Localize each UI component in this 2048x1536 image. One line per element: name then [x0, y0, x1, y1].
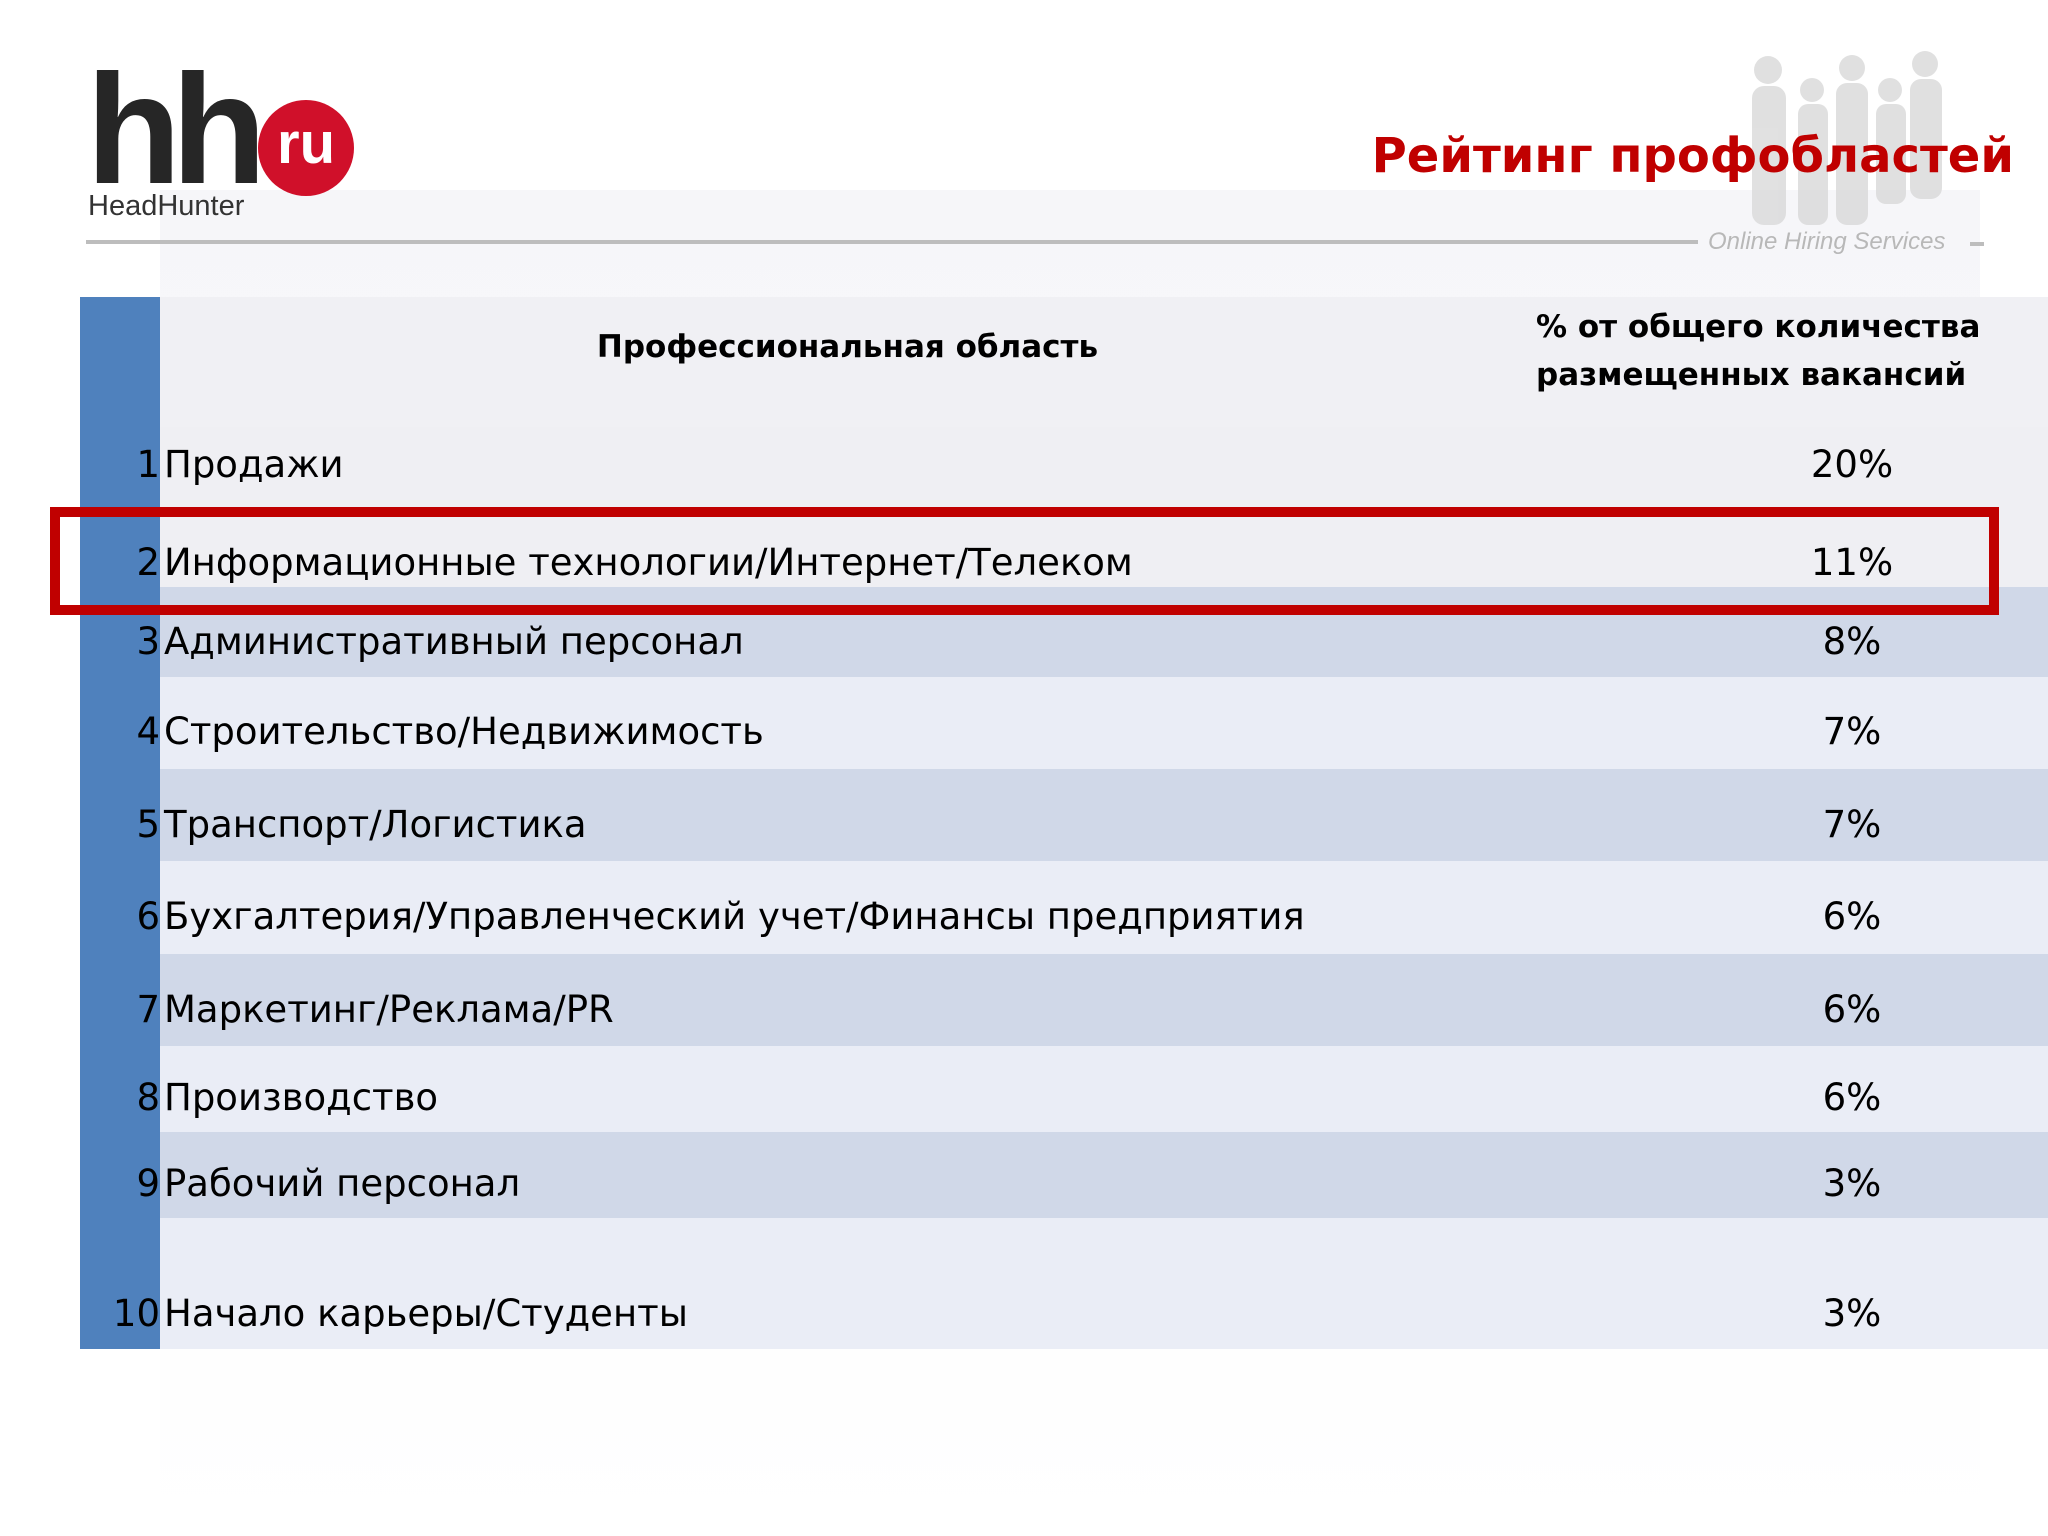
- row-rank: 2: [136, 541, 160, 584]
- table-row: 1 Продажи 20%: [136, 427, 2048, 507]
- row-pct: 7%: [1822, 803, 1882, 846]
- row-area: Бухгалтерия/Управленческий учет/Финансы …: [164, 895, 1305, 938]
- row-area: Начало карьеры/Студенты: [164, 1292, 688, 1335]
- row-pct: 7%: [1822, 710, 1882, 753]
- header-pct-line1: % от общего количества: [1536, 309, 1981, 345]
- row-rank: 9: [136, 1162, 160, 1205]
- row-area: Строительство/Недвижимость: [164, 710, 764, 753]
- highlight-box: [50, 507, 1999, 615]
- table-header-row: Профессиональная область % от общего кол…: [160, 297, 2048, 427]
- row-rank: 4: [136, 710, 160, 753]
- row-area: Административный персонал: [164, 620, 744, 663]
- header-divider: [86, 240, 1698, 244]
- row-pct: 11%: [1810, 541, 1894, 584]
- row-rank: 8: [136, 1076, 160, 1119]
- row-rank: 7: [136, 988, 160, 1031]
- logo-brand: HeadHunter: [88, 190, 245, 222]
- table-row: 7 Маркетинг/Реклама/PR 6%: [136, 954, 2048, 1046]
- row-rank: 6: [136, 895, 160, 938]
- logo-badge: ru: [258, 100, 354, 196]
- row-area: Маркетинг/Реклама/PR: [164, 988, 614, 1031]
- row-area: Рабочий персонал: [164, 1162, 521, 1205]
- header-pct: % от общего количества размещенных вакан…: [1536, 303, 1980, 399]
- row-area: Транспорт/Логистика: [164, 803, 587, 846]
- table-row: 9 Рабочий персонал 3%: [136, 1132, 2048, 1218]
- tagline: Online Hiring Services: [1708, 228, 1946, 255]
- table-row: 5 Транспорт/Логистика 7%: [136, 769, 2048, 861]
- people-silhouette-icon: [1752, 51, 1942, 225]
- row-pct: 20%: [1810, 443, 1894, 486]
- row-area: Производство: [164, 1076, 439, 1119]
- header-area: Профессиональная область: [596, 329, 1099, 365]
- row-area: Продажи: [164, 443, 344, 486]
- slide-title: Рейтинг профобластей: [1371, 128, 2014, 184]
- row-rank: 3: [136, 620, 160, 663]
- table-row: 3 Административный персонал 8%: [136, 587, 2048, 677]
- row-rank: 1: [136, 443, 160, 486]
- rank-column-bar: [80, 297, 160, 1349]
- table-row: 8 Производство 6%: [136, 1046, 2048, 1132]
- row-rank: 5: [136, 803, 160, 846]
- row-pct: 6%: [1822, 988, 1882, 1031]
- row-pct: 6%: [1822, 895, 1882, 938]
- tagline-dash: [1970, 242, 1984, 246]
- row-rank: 10: [112, 1292, 160, 1335]
- row-pct: 3%: [1822, 1162, 1882, 1205]
- table-row: 4 Строительство/Недвижимость 7%: [136, 677, 2048, 769]
- row-pct: 3%: [1822, 1292, 1882, 1335]
- ranking-table: Профессиональная область % от общего кол…: [80, 297, 2048, 1349]
- table-row: 10 Начало карьеры/Студенты 3%: [113, 1218, 2048, 1349]
- logo-mark: hh: [86, 43, 267, 217]
- hh-logo: hh ru HeadHunter: [86, 52, 386, 226]
- row-pct: 6%: [1822, 1076, 1882, 1119]
- table-row-highlighted: 2 Информационные технологии/Интернет/Тел…: [136, 507, 2048, 599]
- row-area: Информационные технологии/Интернет/Телек…: [164, 541, 1133, 584]
- table-row: 6 Бухгалтерия/Управленческий учет/Финанс…: [136, 861, 2048, 954]
- header-pct-line2: размещенных вакансий: [1536, 357, 1967, 393]
- row-pct: 8%: [1822, 620, 1882, 663]
